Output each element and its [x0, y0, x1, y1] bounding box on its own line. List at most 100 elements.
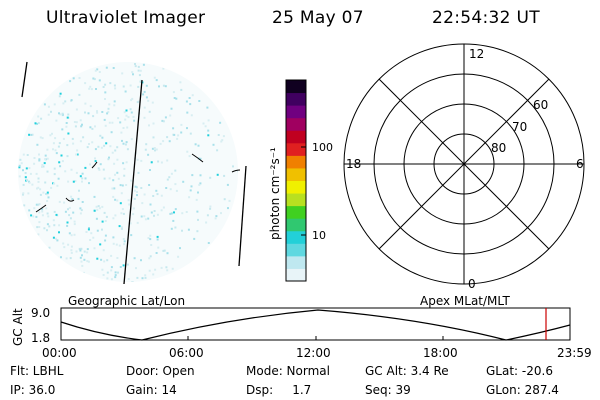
uv-speckle [39, 193, 42, 196]
uv-speckle [186, 150, 189, 153]
uv-speckle [33, 162, 36, 165]
uv-speckle [75, 153, 78, 156]
uv-speckle [101, 111, 104, 113]
uv-image-disk [18, 61, 247, 285]
uv-speckle [197, 218, 199, 221]
uv-speckle [78, 247, 81, 250]
uv-speckle [97, 145, 100, 148]
uv-speckle [47, 215, 50, 218]
uv-speckle [132, 73, 134, 76]
uv-speckle [136, 186, 138, 189]
uv-speckle [28, 133, 31, 136]
uv-speckle [195, 198, 198, 201]
uv-speckle [102, 274, 105, 276]
uv-speckle [128, 203, 131, 206]
uv-speckle [118, 244, 121, 247]
uv-speckle [207, 242, 210, 244]
uv-speckle [153, 214, 155, 217]
uv-speckle [110, 254, 113, 257]
uv-speckle [155, 148, 158, 151]
uv-speckle [182, 180, 185, 183]
uv-speckle [96, 110, 98, 113]
polar-diagonal [378, 78, 550, 250]
uv-speckle [137, 69, 140, 72]
uv-speckle [116, 158, 119, 161]
uv-speckle [106, 112, 109, 115]
uv-speckle [90, 88, 93, 91]
uv-speckle [57, 145, 60, 148]
uv-speckle [68, 206, 71, 209]
uv-speckle [78, 189, 80, 192]
uv-speckle [76, 149, 79, 152]
uv-speckle [63, 201, 66, 204]
uv-speckle [72, 77, 75, 80]
imager-title: Ultraviolet Imager [46, 8, 206, 28]
uv-speckle [133, 119, 136, 122]
uv-speckle [147, 237, 150, 239]
uv-speckle [35, 203, 38, 206]
uv-speckle [104, 124, 107, 127]
uv-speckle [48, 225, 51, 228]
uv-speckle [95, 217, 98, 220]
uv-speckle [67, 180, 70, 183]
uv-speckle [73, 223, 76, 226]
uv-speckle [148, 124, 150, 127]
uv-speckle [53, 210, 56, 213]
uv-speckle [66, 155, 69, 158]
uv-speckle [172, 127, 175, 130]
uv-speckle [140, 215, 143, 218]
uv-speckle [136, 221, 139, 224]
uv-speckle [173, 97, 176, 99]
uv-speckle [46, 170, 49, 173]
uv-speckle [67, 208, 69, 211]
uv-speckle [156, 193, 159, 196]
uv-speckle [81, 201, 84, 203]
uv-speckle [80, 125, 83, 128]
uv-speckle [101, 136, 104, 139]
uv-speckle [143, 116, 146, 119]
uv-speckle [77, 197, 80, 200]
uv-speckle [108, 103, 111, 106]
uv-speckle [53, 173, 56, 176]
uv-speckle [18, 164, 21, 167]
uv-speckle [124, 118, 127, 121]
gain-status: Gain: 14 [126, 383, 177, 397]
uv-speckle [120, 131, 123, 134]
uv-speckle [157, 246, 160, 249]
uv-speckle [22, 153, 25, 156]
uv-speckle [46, 191, 49, 194]
uv-speckle [185, 100, 188, 103]
uv-speckle [112, 217, 115, 220]
uv-speckle [64, 100, 67, 103]
uv-speckle [92, 236, 95, 239]
uv-speckle [186, 127, 188, 130]
dsp-status: Dsp: 1.7 [246, 383, 312, 397]
uv-speckle [219, 121, 222, 124]
uv-speckle [96, 257, 99, 260]
time-tick-1800: 18:00 [423, 346, 458, 360]
uv-speckle [94, 157, 96, 160]
uv-speckle [188, 97, 191, 99]
uv-speckle [209, 176, 212, 179]
uv-speckle [101, 220, 104, 223]
uv-speckle [51, 132, 53, 135]
uv-speckle [96, 229, 99, 232]
uv-speckle [22, 193, 24, 196]
uv-speckle [118, 225, 121, 228]
uv-speckle [52, 236, 55, 239]
uv-speckle [70, 251, 73, 254]
streak-arc [191, 153, 204, 163]
uv-speckle [156, 238, 159, 241]
uv-speckle [71, 198, 74, 200]
uv-speckle [206, 214, 209, 217]
uv-speckle [27, 192, 30, 195]
uv-speckle [85, 231, 88, 233]
uv-speckle [132, 213, 135, 216]
uv-speckle [62, 137, 65, 140]
filter-status: Flt: LBHL [10, 364, 64, 378]
uv-speckle [111, 121, 114, 124]
apex-label: Apex MLat/MLT [420, 294, 510, 308]
uv-speckle [78, 93, 81, 96]
observation-date: 25 May 07 [272, 8, 364, 28]
lat-label-80: 80 [491, 141, 506, 155]
